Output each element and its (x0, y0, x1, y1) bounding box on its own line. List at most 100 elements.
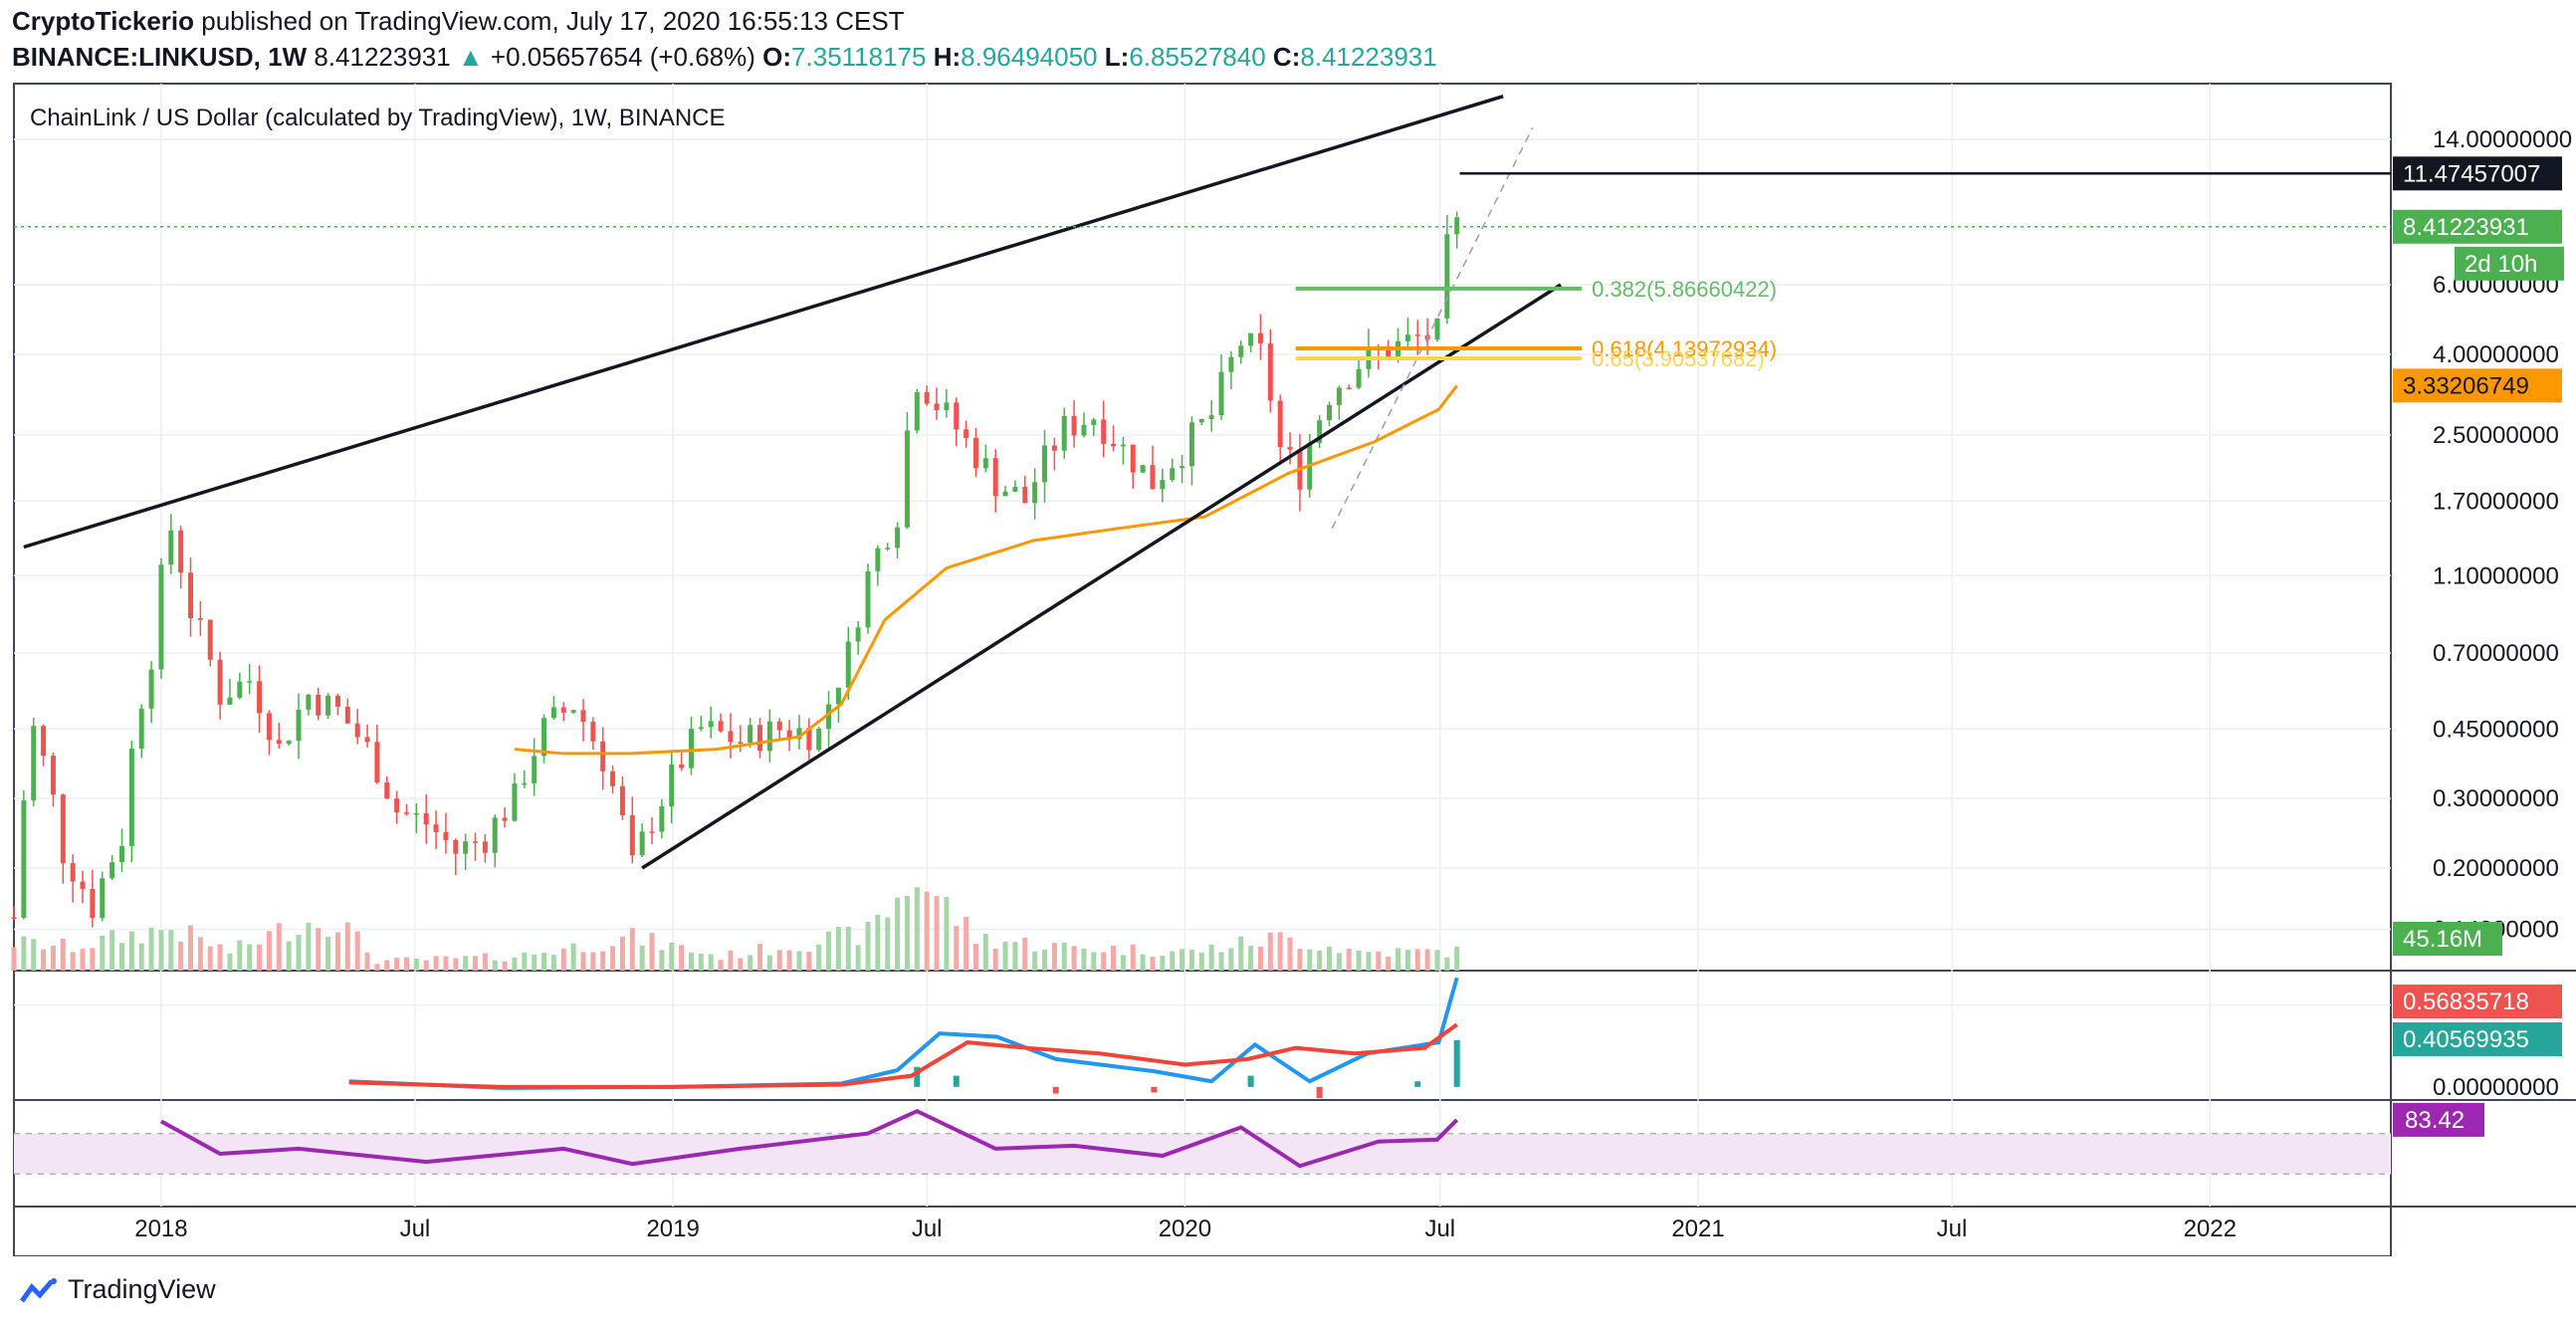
volume-bar (776, 950, 782, 971)
candle-body (885, 548, 891, 550)
candle-body (1180, 466, 1185, 469)
candle-body (532, 756, 537, 783)
y-tick-label: 0.20000000 (2433, 855, 2559, 882)
candle-body (806, 728, 812, 751)
volume-bar (1454, 946, 1460, 971)
candle-body (276, 740, 282, 745)
candle-body (1140, 465, 1146, 473)
volume-bar (100, 935, 106, 971)
volume-bar (972, 943, 978, 971)
candle-body (100, 878, 106, 919)
countdown-badge-bg (2455, 246, 2564, 281)
volume-bar (364, 952, 370, 971)
volume-bar (1071, 946, 1077, 971)
candle-body (718, 721, 724, 732)
volume-bar (1346, 949, 1352, 971)
candle-body (728, 731, 734, 743)
tradingview-footer[interactable]: TradingView (20, 1274, 216, 1305)
publish-info: published on TradingView.com, July 17, 2… (201, 6, 905, 36)
y-tick-label: 2.50000000 (2433, 422, 2559, 449)
candle-body (649, 831, 655, 833)
volume-bar (1317, 950, 1323, 971)
volume-bar (188, 925, 194, 971)
volume-bar (80, 949, 86, 971)
candle-body (600, 741, 606, 772)
volume-bar (885, 917, 891, 971)
x-tick-label: Jul (1424, 1215, 1455, 1242)
volume-bar (227, 953, 233, 971)
candle-body (826, 704, 832, 730)
candle-body (344, 706, 350, 724)
candle-body (757, 725, 763, 752)
volume-bar (1160, 956, 1166, 971)
volume-bar (1061, 942, 1067, 971)
candle-body (492, 817, 498, 853)
candle-body (590, 722, 596, 742)
volume-bar (1150, 957, 1156, 971)
volume-bar (374, 964, 380, 971)
volume-bar (1012, 942, 1018, 971)
volume-bar (138, 943, 144, 971)
author-name[interactable]: CryptoTickerio (12, 6, 195, 36)
volume-bar (1327, 946, 1333, 971)
volume-bar (197, 937, 203, 971)
x-tick-label: 2021 (1671, 1215, 1724, 1242)
macd-badge: 0.56835718 (2403, 989, 2529, 1015)
candle-body (1238, 345, 1244, 357)
volume-bar (394, 958, 400, 971)
volume-bar (1395, 948, 1401, 971)
candle-body (90, 888, 96, 919)
candle-body (786, 730, 792, 740)
candle-body (1228, 356, 1234, 372)
candle-body (1111, 443, 1117, 447)
volume-bar (718, 960, 724, 971)
volume-bar (541, 953, 547, 971)
candle-body (334, 695, 340, 707)
moving-average-line (514, 384, 1458, 756)
candle-body (629, 814, 635, 856)
volume-bar (502, 961, 508, 971)
trendline-lower (641, 283, 1562, 870)
volume-bar (158, 930, 164, 971)
candle-body (1042, 445, 1048, 483)
candle-body (413, 812, 419, 815)
volume-bar (178, 941, 184, 971)
volume-bar (590, 952, 596, 971)
volume-bar (629, 928, 635, 971)
macd-line (348, 977, 1459, 1090)
ma-price-badge: 3.33206749 (2403, 372, 2529, 399)
macd-histogram-bar (1453, 1039, 1460, 1087)
candle-body (168, 530, 174, 565)
y-tick-label: 1.70000000 (2433, 488, 2559, 515)
candle-body (541, 718, 547, 757)
x-tick-label: 2020 (1159, 1215, 1211, 1242)
candle-body (1002, 491, 1008, 497)
volume-bar (109, 930, 115, 971)
x-tick-label: Jul (1937, 1215, 1968, 1242)
candle-body (473, 841, 479, 843)
volume-bar (748, 955, 753, 971)
volume-bar (570, 943, 576, 971)
candle-body (1170, 468, 1176, 481)
volume-bar (639, 946, 645, 971)
candle-body (403, 812, 409, 814)
candle-body (1081, 424, 1087, 436)
candle-body (178, 530, 184, 573)
candle-body (619, 785, 625, 815)
trendline-dashed (1331, 126, 1534, 530)
symbol-label[interactable]: BINANCE:LINKUSD, 1W (12, 42, 308, 72)
volume-bar (738, 958, 744, 971)
volume-bar (550, 955, 556, 971)
volume-bar (1366, 952, 1372, 971)
volume-bar (1257, 946, 1263, 971)
candle-body (197, 617, 203, 620)
volume-bar (60, 938, 66, 971)
price-chart[interactable]: 2018 Jul 2019 Jul 2020 Jul 2021 Jul 2022 14.00000… (0, 0, 2576, 1256)
volume-bar (954, 926, 960, 971)
candle-body (1346, 387, 1352, 389)
volume-bar (384, 960, 390, 971)
volume-bar (1336, 953, 1342, 971)
candle-body (354, 723, 360, 738)
volume-bar (306, 922, 312, 971)
volume-bar (1267, 932, 1273, 971)
